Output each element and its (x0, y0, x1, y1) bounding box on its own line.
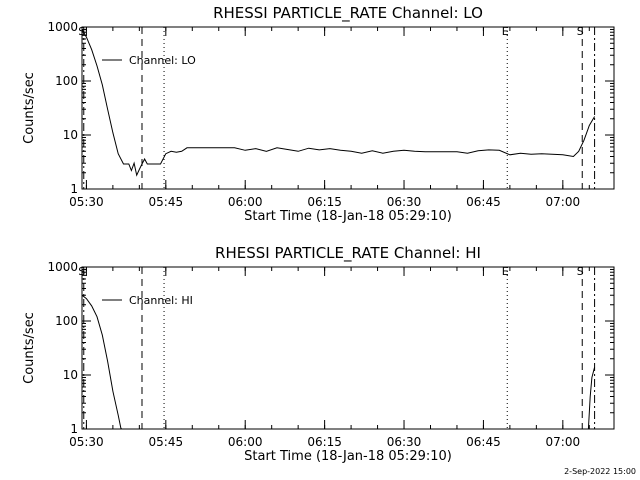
date-stamp: 2-Sep-2022 15:00 (564, 467, 636, 476)
event-marker-label: S (577, 25, 584, 38)
y-axis-label: Counts/sec (22, 72, 37, 144)
y-tick-label: 10 (63, 128, 78, 142)
x-axis-label: Start Time (18-Jan-18 05:29:10) (244, 449, 452, 464)
x-tick-label: 07:00 (546, 435, 581, 449)
x-axis-label: Start Time (18-Jan-18 05:29:10) (244, 209, 452, 224)
x-tick-label: 06:45 (466, 195, 501, 209)
plot-frame (81, 26, 615, 190)
legend-label: Channel: LO (129, 54, 196, 67)
event-marker-label: S (577, 265, 584, 278)
x-tick-label: 06:30 (387, 195, 422, 209)
y-tick-label: 100 (55, 74, 78, 88)
y-tick-label: 100 (55, 314, 78, 328)
event-marker-label: S (78, 25, 85, 38)
x-tick-label: 06:45 (466, 435, 501, 449)
x-tick-label: 06:30 (387, 435, 422, 449)
chart-title: RHESSI PARTICLE_RATE Channel: LO (213, 4, 483, 23)
series-line (82, 294, 123, 429)
event-marker-label: S (78, 265, 85, 278)
y-tick-label: 1000 (47, 20, 78, 34)
event-marker-label: E (502, 25, 509, 38)
x-tick-label: 06:00 (228, 195, 263, 209)
x-tick-label: 06:15 (307, 195, 342, 209)
x-tick-label: 05:45 (149, 195, 184, 209)
event-marker-label: E (502, 265, 509, 278)
series-line (587, 366, 596, 429)
y-tick-label: 10 (63, 368, 78, 382)
chart-title: RHESSI PARTICLE_RATE Channel: HI (215, 244, 481, 263)
y-tick-label: 1 (70, 182, 78, 196)
x-tick-label: 05:30 (69, 195, 104, 209)
series-line (82, 29, 596, 177)
panel-lo: RHESSI PARTICLE_RATE Channel: LO 1 10 100 10… (22, 4, 615, 224)
y-tick-label: 1 (70, 422, 78, 436)
panel-hi: RHESSI PARTICLE_RATE Channel: HI 1 10 100 10… (22, 244, 615, 464)
x-tick-label: 05:45 (149, 435, 184, 449)
x-tick-label: 05:30 (69, 435, 104, 449)
y-tick-label: 1000 (47, 260, 78, 274)
y-axis-label: Counts/sec (22, 312, 37, 384)
legend-label: Channel: HI (129, 294, 193, 307)
plot-frame (81, 266, 615, 430)
x-tick-label: 07:00 (546, 195, 581, 209)
x-tick-label: 06:00 (228, 435, 263, 449)
x-tick-label: 06:15 (307, 435, 342, 449)
